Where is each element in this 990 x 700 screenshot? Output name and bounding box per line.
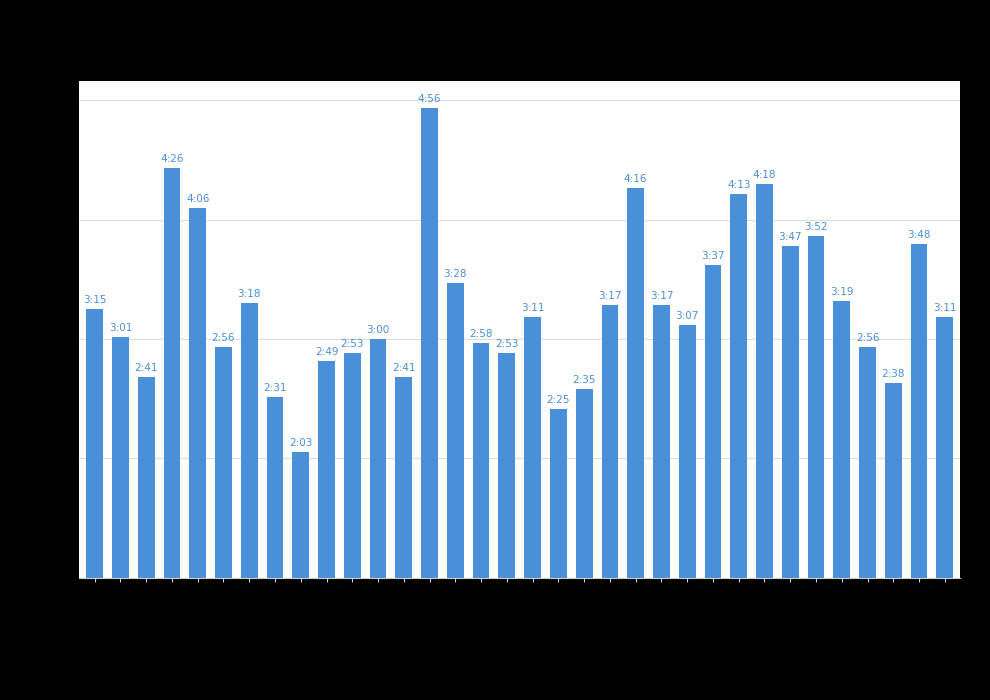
Text: 4:56: 4:56 — [418, 94, 442, 104]
Text: 2:03: 2:03 — [289, 438, 313, 448]
Text: 2:38: 2:38 — [881, 369, 905, 379]
Text: 4:26: 4:26 — [160, 154, 184, 164]
Bar — [266, 397, 283, 578]
Text: 3:52: 3:52 — [804, 222, 828, 232]
Bar — [834, 301, 850, 578]
Text: 4:13: 4:13 — [727, 180, 750, 190]
Text: 2:35: 2:35 — [572, 374, 596, 385]
Bar — [473, 343, 489, 578]
Bar — [421, 108, 438, 578]
Bar — [576, 389, 593, 578]
Bar — [756, 184, 773, 578]
Bar — [86, 309, 103, 578]
Text: 3:19: 3:19 — [830, 287, 853, 298]
Bar — [292, 452, 309, 578]
Text: 2:31: 2:31 — [263, 383, 287, 393]
Text: 3:28: 3:28 — [444, 270, 467, 279]
Text: 3:01: 3:01 — [109, 323, 132, 333]
Text: 2:25: 2:25 — [546, 395, 570, 405]
Text: 2:58: 2:58 — [469, 329, 493, 339]
Text: 2:41: 2:41 — [135, 363, 158, 372]
Bar — [602, 305, 619, 578]
Text: 2:53: 2:53 — [341, 339, 364, 349]
Text: 3:07: 3:07 — [675, 311, 699, 321]
Text: 2:56: 2:56 — [855, 333, 879, 343]
Bar — [937, 317, 953, 578]
Text: 4:06: 4:06 — [186, 194, 210, 204]
Bar — [885, 383, 902, 578]
Text: 3:11: 3:11 — [934, 303, 956, 313]
Bar — [731, 194, 747, 578]
Bar — [344, 353, 360, 578]
Bar — [499, 353, 515, 578]
Bar — [241, 303, 257, 578]
Text: 4:16: 4:16 — [624, 174, 647, 184]
Bar — [911, 244, 928, 578]
Bar — [215, 347, 232, 578]
Bar — [369, 339, 386, 578]
Text: 3:37: 3:37 — [701, 251, 725, 261]
Bar — [395, 377, 412, 578]
Text: 3:17: 3:17 — [649, 291, 673, 301]
Bar — [628, 188, 644, 578]
Text: 3:18: 3:18 — [238, 289, 261, 299]
Bar — [163, 168, 180, 578]
Bar — [705, 265, 722, 578]
Text: 2:49: 2:49 — [315, 346, 339, 357]
Bar — [446, 284, 463, 578]
Text: 2:56: 2:56 — [212, 333, 236, 343]
Bar — [859, 347, 876, 578]
Bar — [112, 337, 129, 578]
Bar — [679, 325, 696, 578]
Bar — [138, 377, 154, 578]
Bar — [808, 236, 825, 578]
Text: 3:47: 3:47 — [778, 232, 802, 242]
Text: 3:00: 3:00 — [366, 325, 390, 335]
Text: 2:53: 2:53 — [495, 339, 519, 349]
Text: 3:15: 3:15 — [83, 295, 106, 305]
Bar — [318, 360, 335, 578]
Bar — [189, 208, 206, 578]
Text: 3:17: 3:17 — [598, 291, 622, 301]
Text: 3:48: 3:48 — [907, 230, 931, 239]
Bar — [550, 409, 566, 578]
Text: 2:41: 2:41 — [392, 363, 416, 372]
Y-axis label: Average Session Duration: Average Session Duration — [14, 213, 33, 445]
Bar — [653, 305, 670, 578]
Bar — [525, 317, 541, 578]
Text: 3:11: 3:11 — [521, 303, 544, 313]
Text: 4:18: 4:18 — [752, 170, 776, 180]
Title: Average Session Duration vs. Industry: Average Session Duration vs. Industry — [279, 43, 760, 64]
Bar — [782, 246, 799, 578]
